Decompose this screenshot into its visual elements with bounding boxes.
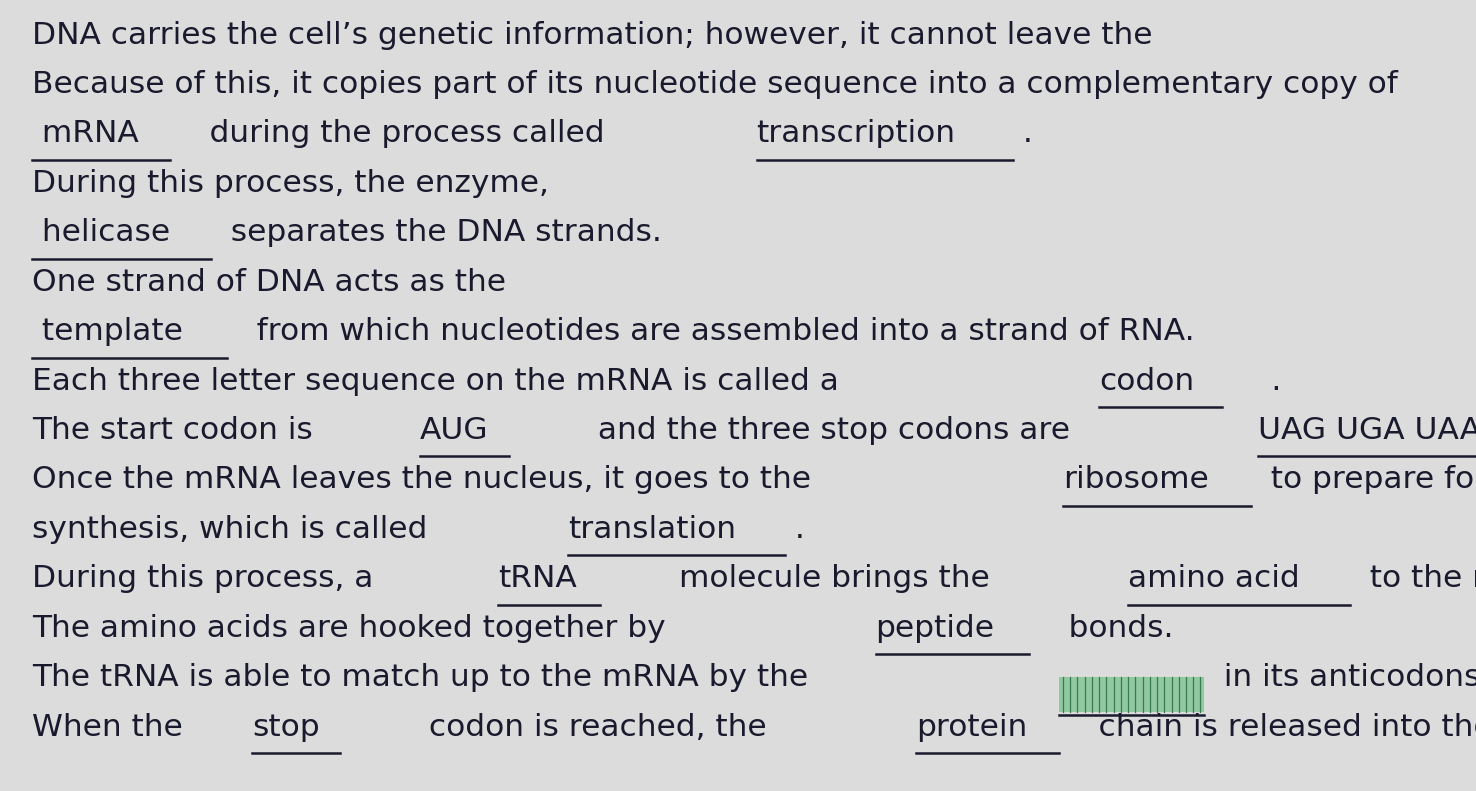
Text: DNA carries the cell’s genetic information; however, it cannot leave the: DNA carries the cell’s genetic informati… — [32, 21, 1163, 50]
Text: synthesis, which is called: synthesis, which is called — [32, 515, 447, 544]
Text: codon: codon — [1100, 366, 1194, 396]
Text: amino acid: amino acid — [1129, 564, 1300, 593]
Text: template: template — [32, 317, 183, 346]
Text: When the: When the — [32, 713, 204, 742]
Text: AUG: AUG — [421, 416, 489, 445]
Text: Once the mRNA leaves the nucleus, it goes to the: Once the mRNA leaves the nucleus, it goe… — [32, 465, 831, 494]
Text: stop: stop — [252, 713, 320, 742]
Text: peptide: peptide — [875, 614, 995, 643]
Text: translation: translation — [568, 515, 737, 544]
Text: to prepare for protein: to prepare for protein — [1252, 465, 1476, 494]
Bar — [1060, 677, 1204, 713]
Text: protein: protein — [915, 713, 1027, 742]
Text: Each three letter sequence on the mRNA is called a: Each three letter sequence on the mRNA i… — [32, 366, 859, 396]
Text: bonds.: bonds. — [1029, 614, 1173, 643]
Text: .: . — [785, 515, 804, 544]
Text: One strand of DNA acts as the: One strand of DNA acts as the — [32, 267, 506, 297]
Text: helicase: helicase — [32, 218, 171, 248]
Text: chain is released into the: chain is released into the — [1060, 713, 1476, 742]
Text: separates the DNA strands.: separates the DNA strands. — [211, 218, 661, 248]
Text: .: . — [1222, 366, 1281, 396]
Text: during the process called: during the process called — [170, 119, 624, 149]
Text: The tRNA is able to match up to the mRNA by the: The tRNA is able to match up to the mRNA… — [32, 663, 828, 692]
Text: to the ribosome.: to the ribosome. — [1351, 564, 1476, 593]
Text: The start codon is: The start codon is — [32, 416, 334, 445]
Text: codon is reached, the: codon is reached, the — [339, 713, 787, 742]
Text: tRNA: tRNA — [499, 564, 577, 593]
Text: molecule brings the: molecule brings the — [601, 564, 1010, 593]
Text: ribosome: ribosome — [1063, 465, 1209, 494]
Text: UAG UGA UAA: UAG UGA UAA — [1258, 416, 1476, 445]
Text: During this process, the enzyme,: During this process, the enzyme, — [32, 168, 549, 198]
Text: The amino acids are hooked together by: The amino acids are hooked together by — [32, 614, 686, 643]
Text: from which nucleotides are assembled into a strand of RNA.: from which nucleotides are assembled int… — [227, 317, 1194, 346]
Text: and the three stop codons are: and the three stop codons are — [509, 416, 1089, 445]
Text: .: . — [1014, 119, 1033, 149]
Text: transcription: transcription — [757, 119, 955, 149]
Text: in its anticodons.: in its anticodons. — [1204, 663, 1476, 692]
Text: Because of this, it copies part of its nucleotide sequence into a complementary : Because of this, it copies part of its n… — [32, 70, 1398, 99]
Text: mRNA: mRNA — [32, 119, 139, 149]
Text: During this process, a: During this process, a — [32, 564, 394, 593]
